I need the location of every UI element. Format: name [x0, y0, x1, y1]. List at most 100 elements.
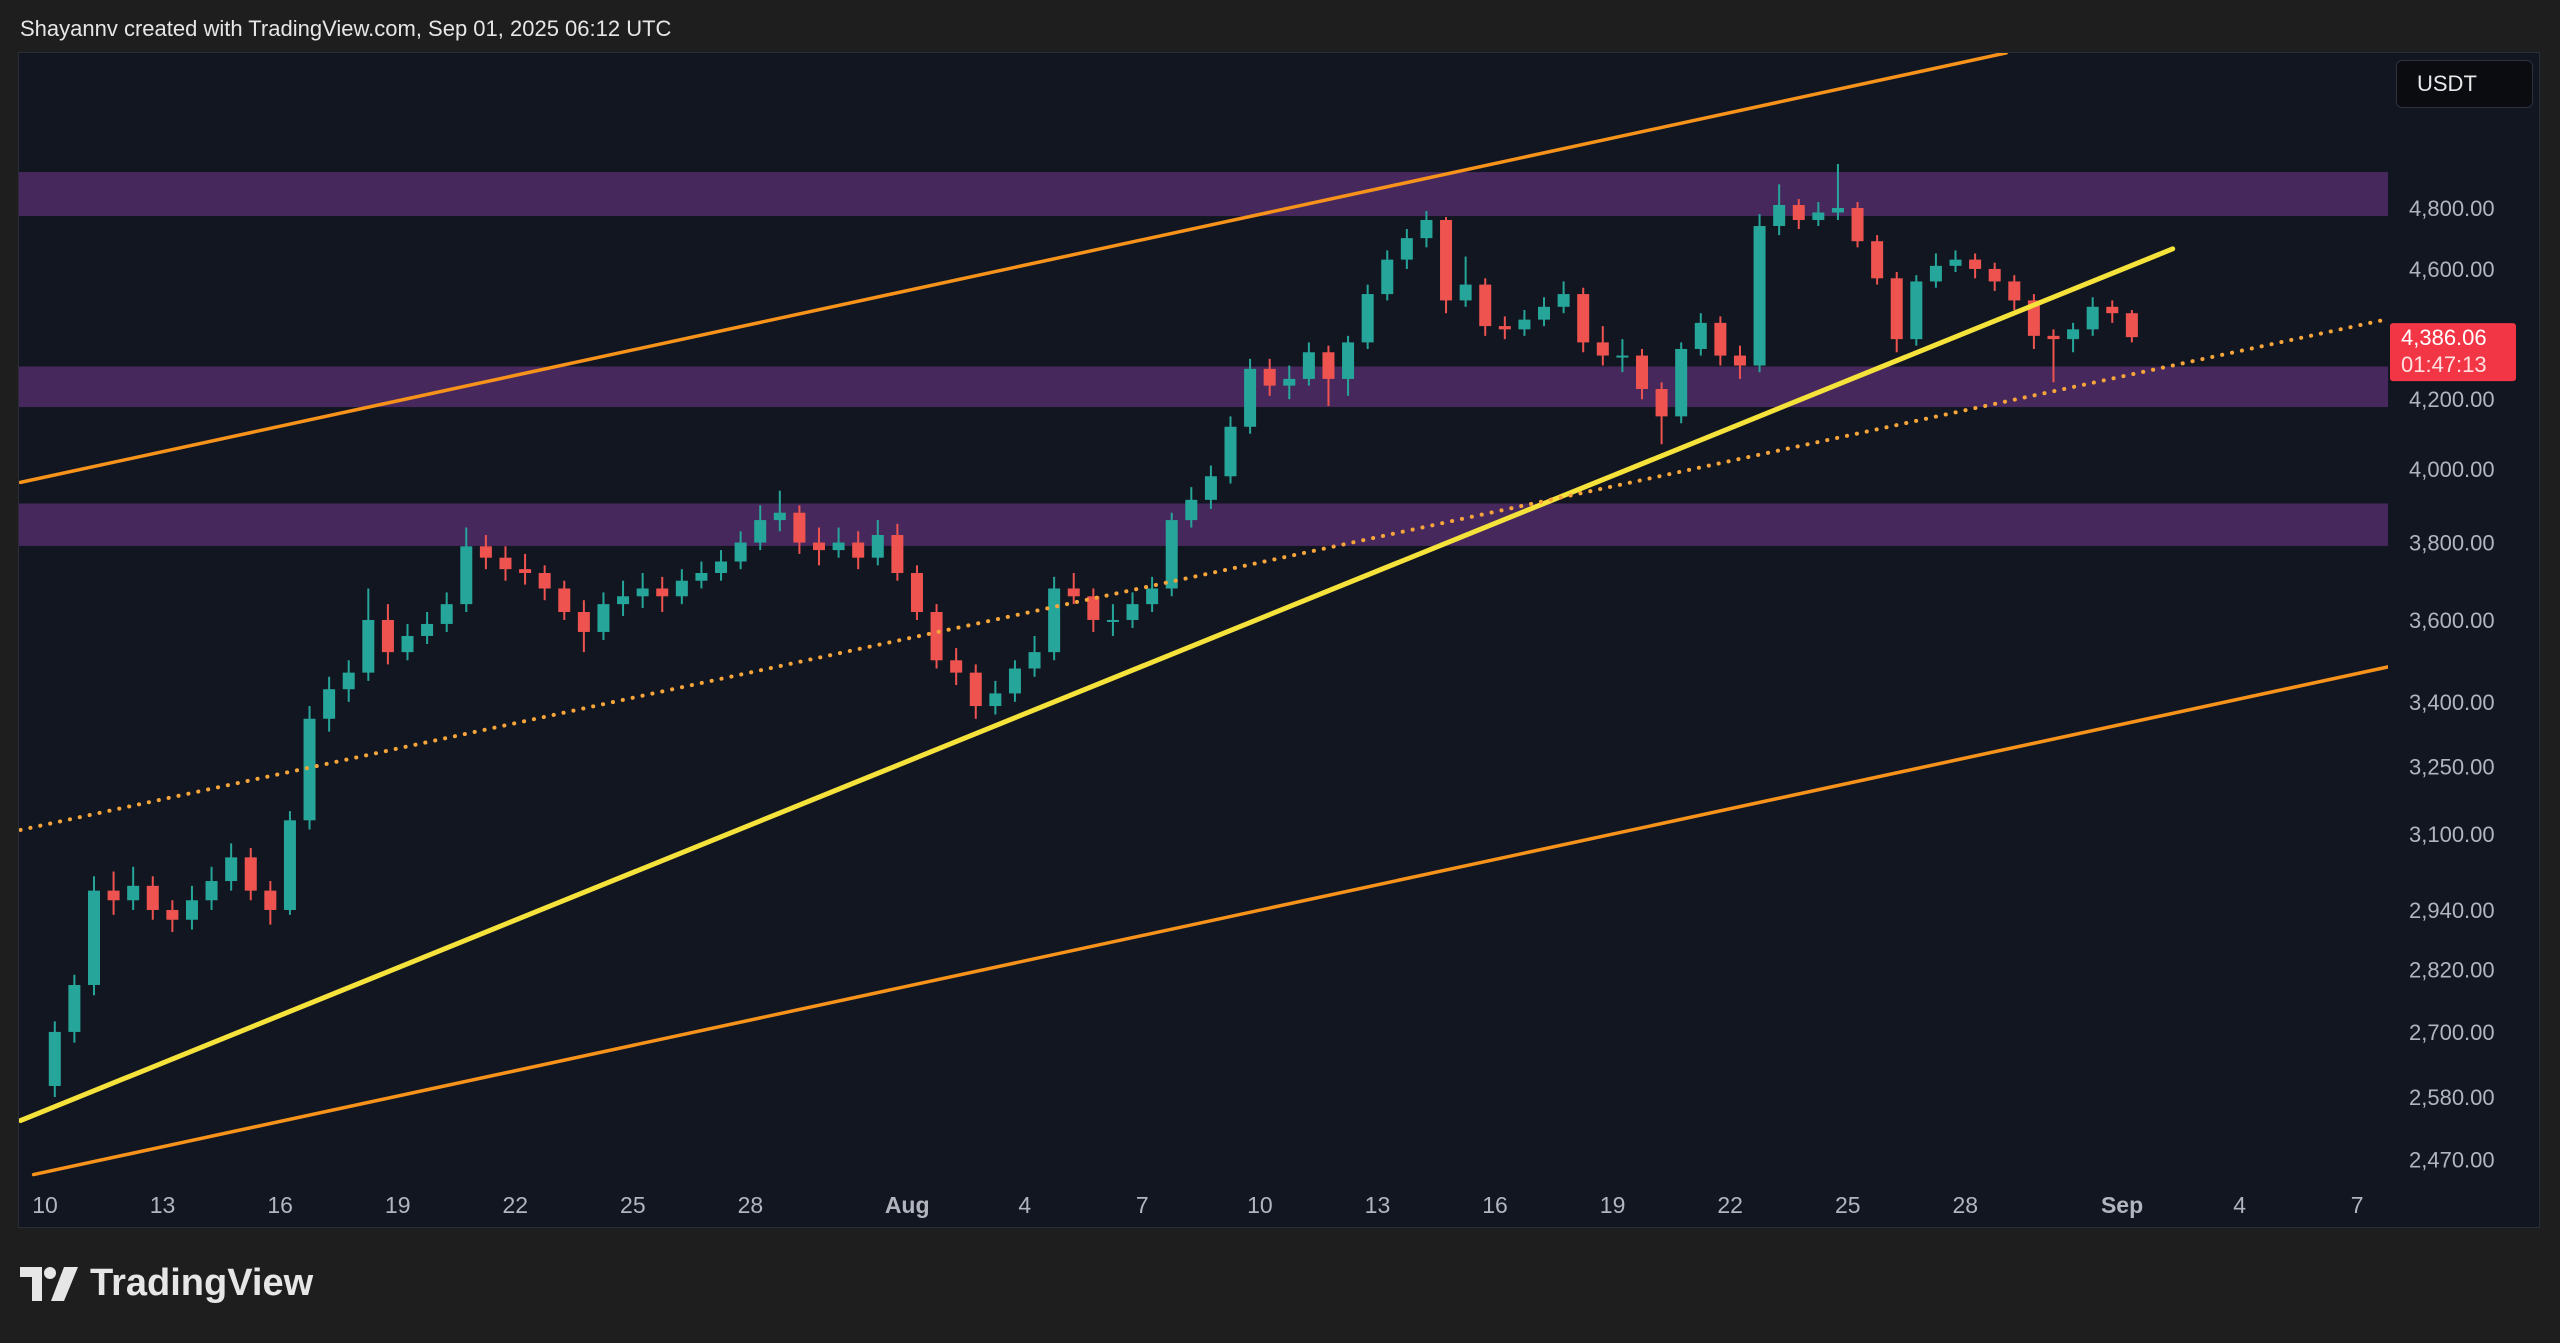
candle-body — [1773, 205, 1786, 227]
chart-attribution: Shayannv created with TradingView.com, S… — [20, 16, 672, 41]
candle-body — [381, 619, 394, 653]
candle-body — [832, 542, 845, 551]
candle-body — [1812, 212, 1825, 220]
tradingview-logo-icon — [20, 1266, 78, 1301]
price-tick-label: 3,100.00 — [2409, 822, 2495, 847]
candle-body — [1028, 652, 1041, 669]
candle-body — [1851, 208, 1864, 242]
candle-body — [656, 588, 669, 597]
candle-body — [754, 520, 767, 543]
candle-countdown-label: 01:47:13 — [2401, 352, 2487, 377]
candle-body — [205, 881, 218, 901]
candle-body — [1244, 368, 1257, 427]
candle-body — [1929, 265, 1942, 282]
candle-body — [1792, 205, 1805, 220]
candle-body — [2086, 306, 2099, 330]
price-tick-label: 4,800.00 — [2409, 196, 2495, 221]
candle-body — [950, 660, 963, 673]
time-tick-label: 22 — [502, 1192, 528, 1218]
time-tick-label: 16 — [1482, 1192, 1508, 1218]
price-tick-label: 4,600.00 — [2409, 257, 2495, 282]
candle-body — [2067, 329, 2080, 340]
time-tick-label: 16 — [267, 1192, 293, 1218]
candle-body — [1890, 278, 1903, 340]
candle-body — [558, 588, 571, 613]
candle-body — [1577, 294, 1590, 343]
tradingview-logo[interactable]: TradingView — [20, 1262, 313, 1305]
candle-body — [225, 857, 238, 882]
candle-body — [1400, 238, 1413, 260]
candle-body — [303, 718, 316, 821]
candle-body — [675, 580, 688, 597]
candle-body — [910, 573, 923, 613]
candle-body — [362, 619, 375, 673]
candle-body — [1518, 319, 1531, 330]
candle-body — [1263, 368, 1276, 386]
time-tick-label: 10 — [1247, 1192, 1273, 1218]
candle-body — [264, 890, 277, 910]
candle-body — [1087, 596, 1100, 620]
candle-body — [1008, 668, 1021, 694]
candle-body — [1655, 389, 1668, 417]
price-tick-label: 3,250.00 — [2409, 754, 2495, 779]
candle-body — [1459, 284, 1472, 301]
candle-body — [323, 689, 336, 719]
candle-body — [146, 885, 159, 910]
time-tick-label: 25 — [620, 1192, 646, 1218]
price-tick-label: 3,400.00 — [2409, 690, 2495, 715]
candle-body — [401, 635, 414, 653]
channel-upper-line — [19, 53, 2008, 485]
candle-body — [1420, 219, 1433, 239]
trendline-line — [19, 246, 2176, 1124]
price-tick-label: 2,820.00 — [2409, 958, 2495, 983]
candle-body — [597, 604, 610, 632]
candle-body — [1831, 208, 1844, 213]
chart-panel[interactable]: 4,800.00 4,600.00 4,200.00 4,000.00 3,800.00… — [18, 52, 2540, 1228]
candle-body — [1694, 322, 1707, 349]
candle-body — [185, 900, 198, 920]
tradingview-logo-text: TradingView — [90, 1262, 314, 1304]
candle-body — [460, 546, 473, 605]
candle-body — [1479, 284, 1492, 327]
candle-body — [1302, 352, 1315, 379]
candle-body — [1949, 259, 1962, 266]
currency-button[interactable]: USDT — [2396, 60, 2533, 108]
candle-body — [636, 588, 649, 597]
candle-body — [1440, 219, 1453, 301]
candle-body — [1342, 342, 1355, 379]
time-tick-label: 22 — [1717, 1192, 1743, 1218]
candle-body — [930, 612, 943, 661]
time-tick-label: 28 — [1953, 1192, 1979, 1218]
candle-body — [2106, 306, 2119, 314]
candle-body — [48, 1031, 61, 1086]
price-tick-label: 4,200.00 — [2409, 387, 2495, 412]
time-tick-label: 19 — [385, 1192, 411, 1218]
time-tick-label: 13 — [1365, 1192, 1391, 1218]
candle-body — [1498, 326, 1511, 330]
time-tick-label: 10 — [32, 1192, 58, 1218]
price-chart[interactable]: 4,800.00 4,600.00 4,200.00 4,000.00 3,800.00… — [19, 53, 2541, 1229]
candle-body — [1224, 426, 1237, 477]
candle-body — [244, 857, 257, 891]
candle-body — [1675, 348, 1688, 417]
last-price-label: 4,386.06 — [2401, 325, 2487, 350]
candle-body — [793, 512, 806, 543]
candle-body — [734, 542, 747, 562]
time-tick-label: 4 — [2233, 1192, 2246, 1218]
time-tick-label: 25 — [1835, 1192, 1861, 1218]
price-tick-label: 2,580.00 — [2409, 1085, 2495, 1110]
candle-body — [1204, 476, 1217, 500]
candle-body — [283, 820, 296, 910]
candle-body — [813, 542, 826, 551]
candle-body — [2047, 335, 2060, 340]
candle-body — [1988, 268, 2001, 282]
candle-body — [421, 623, 434, 636]
support-resistance-zone — [19, 366, 2388, 408]
price-tick-label: 2,470.00 — [2409, 1147, 2495, 1172]
candle-body — [577, 612, 590, 632]
price-tick-label: 3,800.00 — [2409, 531, 2495, 556]
candle-body — [1361, 294, 1374, 343]
candle-body — [1283, 378, 1296, 386]
candle-body — [519, 569, 532, 574]
time-tick-label: 7 — [2351, 1192, 2364, 1218]
